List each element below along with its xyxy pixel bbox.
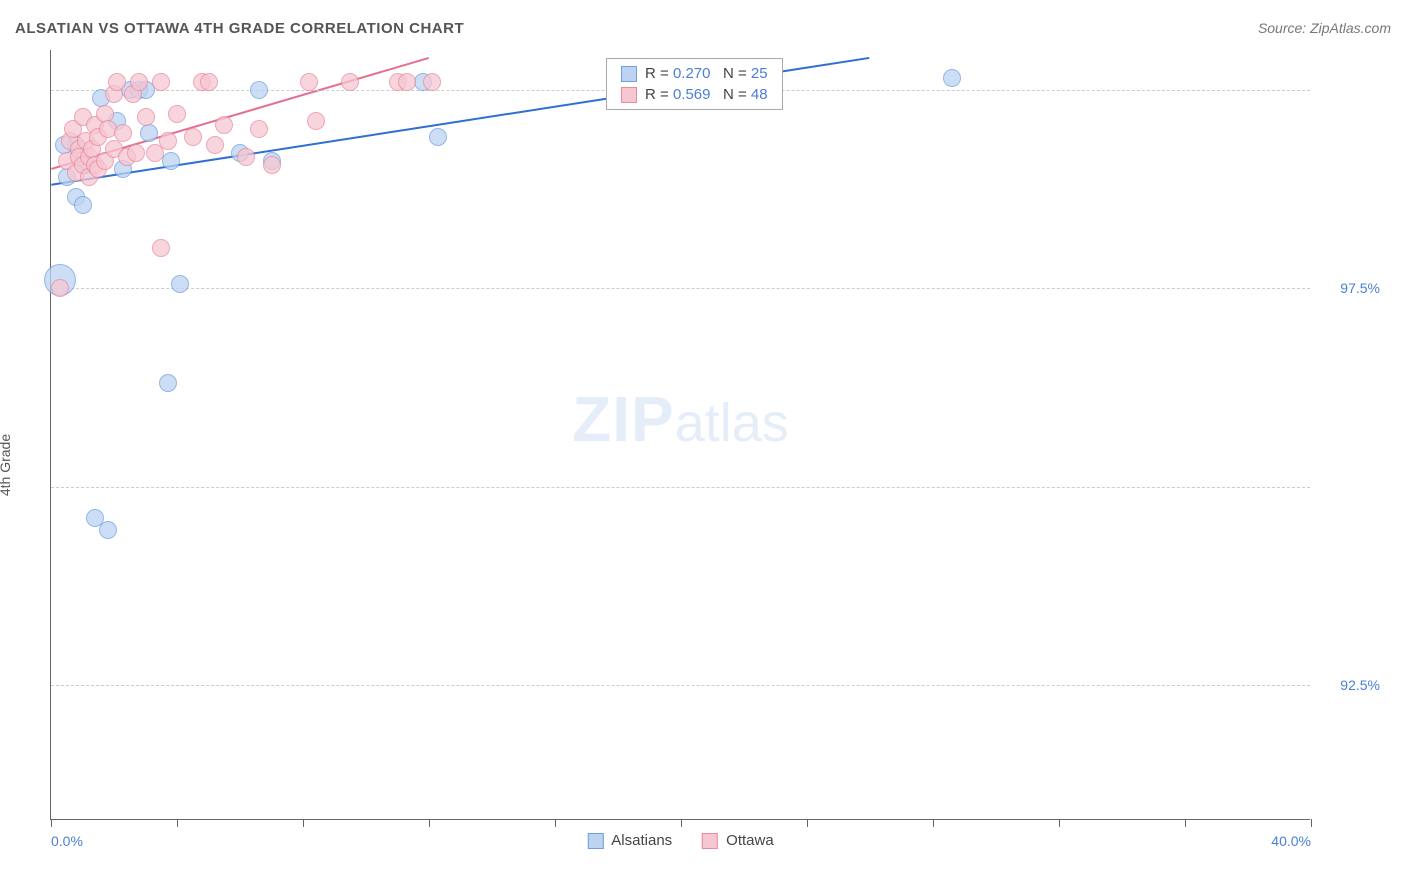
y-tick-label: 97.5% <box>1320 280 1380 296</box>
chart-title: ALSATIAN VS OTTAWA 4TH GRADE CORRELATION… <box>15 20 464 37</box>
trend-lines <box>51 50 1310 819</box>
legend-stats-row: R = 0.569 N = 48 <box>607 84 782 105</box>
x-tick <box>1185 819 1186 827</box>
data-point <box>130 73 148 91</box>
legend-stats-row: R = 0.270 N = 25 <box>607 63 782 84</box>
data-point <box>200 73 218 91</box>
data-point <box>152 73 170 91</box>
data-point <box>137 108 155 126</box>
x-tick <box>51 819 52 827</box>
data-point <box>429 128 447 146</box>
data-point <box>250 81 268 99</box>
x-tick-label: 0.0% <box>51 833 83 849</box>
x-tick <box>303 819 304 827</box>
data-point <box>51 279 69 297</box>
data-point <box>114 124 132 142</box>
legend-series-label: Alsatians <box>611 832 672 849</box>
data-point <box>127 144 145 162</box>
y-axis-label: 4th Grade <box>0 434 13 496</box>
legend-series-item: Alsatians <box>587 832 672 849</box>
data-point <box>943 69 961 87</box>
data-point <box>159 132 177 150</box>
data-point <box>307 112 325 130</box>
data-point <box>184 128 202 146</box>
data-point <box>108 73 126 91</box>
data-point <box>300 73 318 91</box>
x-tick <box>429 819 430 827</box>
x-tick <box>177 819 178 827</box>
plot-area: ZIPatlas 92.5%97.5%0.0%40.0%R = 0.270 N … <box>50 50 1310 820</box>
gridline <box>51 685 1310 686</box>
x-tick <box>1059 819 1060 827</box>
data-point <box>250 120 268 138</box>
x-tick <box>555 819 556 827</box>
legend-series-label: Ottawa <box>726 832 774 849</box>
legend-series-item: Ottawa <box>702 832 774 849</box>
data-point <box>171 275 189 293</box>
data-point <box>99 521 117 539</box>
x-tick <box>807 819 808 827</box>
chart-wrap: 4th Grade ZIPatlas 92.5%97.5%0.0%40.0%R … <box>15 50 1391 880</box>
data-point <box>215 116 233 134</box>
data-point <box>237 148 255 166</box>
data-point <box>341 73 359 91</box>
data-point <box>423 73 441 91</box>
legend-swatch <box>621 87 637 103</box>
data-point <box>140 124 158 142</box>
x-tick-label: 40.0% <box>1271 833 1311 849</box>
gridline <box>51 487 1310 488</box>
data-point <box>159 374 177 392</box>
legend-swatch <box>587 833 603 849</box>
data-point <box>162 152 180 170</box>
source-text: Source: ZipAtlas.com <box>1258 20 1391 36</box>
data-point <box>74 196 92 214</box>
data-point <box>152 239 170 257</box>
x-tick <box>681 819 682 827</box>
y-tick-label: 92.5% <box>1320 677 1380 693</box>
data-point <box>206 136 224 154</box>
legend-stats: R = 0.270 N = 25 R = 0.569 N = 48 <box>606 58 783 110</box>
legend-swatch <box>621 66 637 82</box>
legend-stats-text: R = 0.270 N = 25 <box>645 65 768 82</box>
data-point <box>263 156 281 174</box>
data-point <box>168 105 186 123</box>
legend-stats-text: R = 0.569 N = 48 <box>645 86 768 103</box>
data-point <box>398 73 416 91</box>
x-tick <box>933 819 934 827</box>
legend-series: Alsatians Ottawa <box>587 832 773 849</box>
gridline <box>51 288 1310 289</box>
legend-swatch <box>702 833 718 849</box>
x-tick <box>1311 819 1312 827</box>
